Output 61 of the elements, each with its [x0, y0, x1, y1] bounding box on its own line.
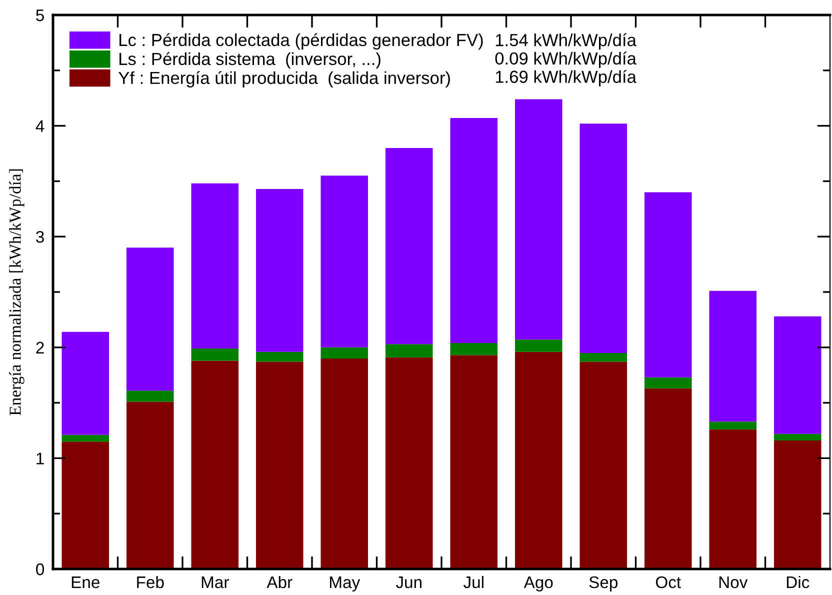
bar — [709, 290, 757, 422]
bar — [450, 118, 498, 343]
bar — [126, 248, 174, 391]
bar — [709, 429, 757, 569]
bar — [580, 362, 628, 569]
y-tick-label: 5 — [36, 10, 44, 22]
bar — [320, 358, 368, 569]
y-tick-label: 2 — [36, 342, 44, 354]
annotation: 0.09 kWh/kWp/día — [495, 52, 636, 68]
bar — [62, 442, 110, 569]
legend-label: Yf : Energía útil producida (salida inversor) — [118, 71, 450, 88]
x-tick-label: Jul — [463, 576, 484, 588]
y-tick-label: 4 — [36, 120, 44, 132]
bar — [256, 362, 304, 569]
x-tick-label: Jun — [396, 576, 422, 588]
x-tick-label: Ene — [72, 576, 100, 588]
bar — [450, 355, 498, 569]
bar — [514, 99, 562, 340]
bar — [385, 148, 433, 344]
y-tick-label: 1 — [36, 452, 44, 464]
x-tick-label: Sep — [589, 576, 618, 592]
bar — [580, 352, 628, 362]
x-tick-label: May — [330, 576, 360, 592]
bar — [580, 124, 628, 353]
legend-label: Ls : Pérdida sistema (inversor, ...) — [120, 52, 380, 69]
bar — [256, 352, 304, 362]
bar — [62, 434, 110, 442]
bar — [191, 360, 239, 569]
bar — [320, 347, 368, 358]
legend-label: Lc : Pérdida colectada (pérdidas generador FV) — [120, 33, 483, 50]
x-tick-label: Oct — [656, 576, 681, 588]
x-tick-label: Feb — [137, 576, 164, 588]
bar — [191, 348, 239, 361]
annotation: 1.54 kWh/kWp/día — [496, 33, 636, 50]
bar — [644, 388, 692, 569]
x-tick-label: Ago — [524, 576, 553, 592]
bar — [774, 316, 822, 434]
bar — [320, 176, 368, 348]
bar — [709, 422, 757, 430]
bar — [191, 183, 239, 349]
y-tick-label: 0 — [36, 563, 44, 576]
bar — [256, 188, 304, 352]
y-axis-title: Energía normalizada [kWh/kWp/día] — [9, 169, 24, 416]
bar — [450, 342, 498, 356]
bar — [62, 332, 110, 435]
y-tick-label: 3 — [36, 231, 44, 243]
x-tick-label: Abr — [266, 576, 292, 588]
bar — [126, 390, 174, 402]
bar — [774, 434, 822, 440]
bar — [514, 352, 562, 569]
bar — [126, 402, 174, 569]
x-tick-label: Nov — [719, 576, 748, 588]
bar — [774, 440, 822, 569]
x-tick-label: Dic — [786, 576, 810, 588]
x-tick-label: Mar — [202, 576, 229, 588]
annotation: 1.69 kWh/kWp/día — [496, 70, 636, 86]
bar — [385, 357, 433, 569]
bar — [644, 192, 692, 378]
bar — [385, 344, 433, 358]
bar — [514, 340, 562, 352]
bar — [644, 377, 692, 388]
